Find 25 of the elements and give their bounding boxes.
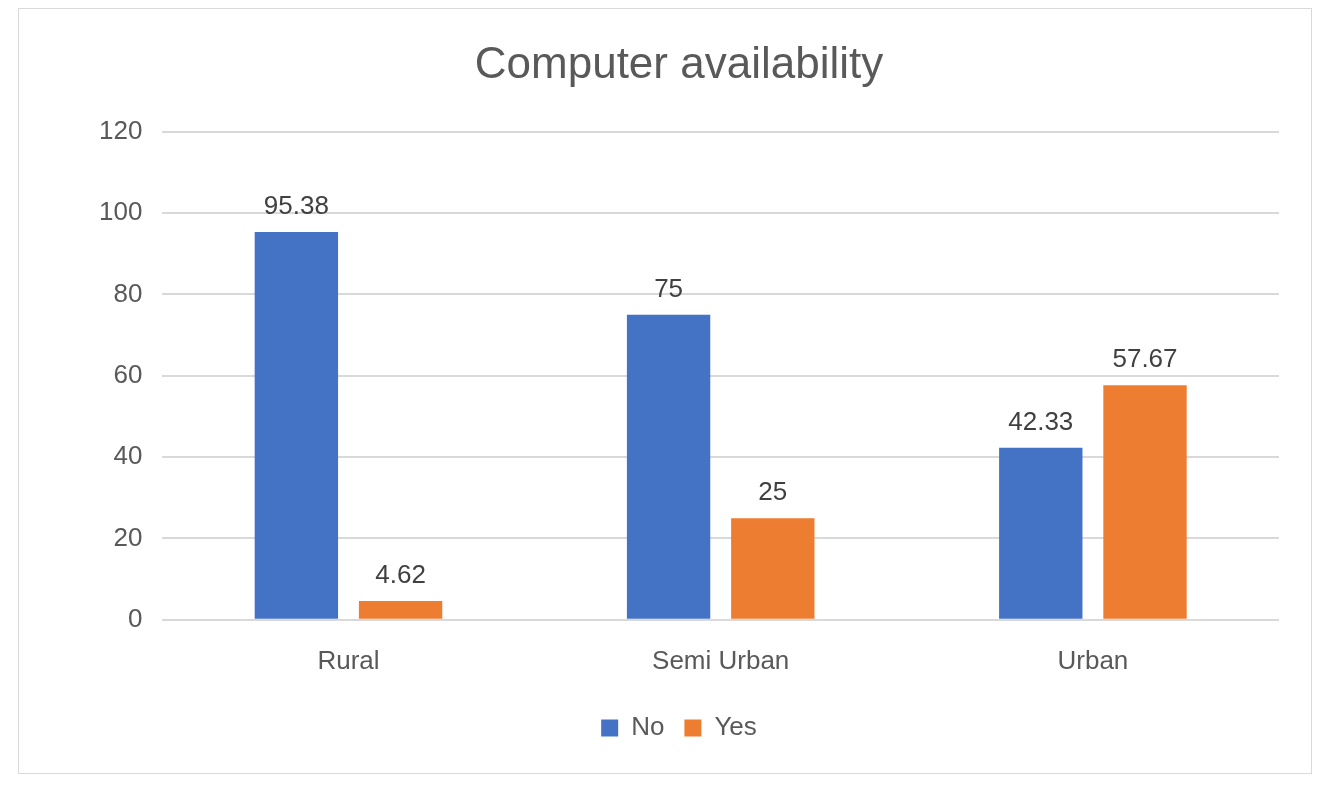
bar [254,231,339,619]
data-label: 4.62 [375,559,426,590]
y-tick-label: 60 [113,358,143,389]
x-tick-label: Urban [1057,644,1129,675]
data-label: 75 [654,272,684,303]
y-tick-label: 20 [113,521,143,552]
y-tick-label: 100 [98,196,143,227]
bar [626,314,711,619]
x-tick-label: Semi Urban [652,644,790,675]
legend-label: No [631,711,665,742]
x-tick-label: Rural [317,644,380,675]
y-tick-label: 40 [113,440,143,471]
data-label: 57.67 [1112,343,1178,374]
y-tick-label: 80 [113,277,143,308]
data-label: 25 [758,476,788,507]
y-tick-label: 120 [98,114,143,145]
data-label: 42.33 [1008,405,1074,436]
y-tick-label: 0 [127,602,143,633]
bar [1103,385,1187,619]
bar [731,518,815,619]
bar [358,601,443,619]
legend-label: Yes [714,711,757,742]
chart-title: Computer availability [474,37,884,87]
bar [999,447,1083,619]
data-label: 95.38 [263,190,329,221]
